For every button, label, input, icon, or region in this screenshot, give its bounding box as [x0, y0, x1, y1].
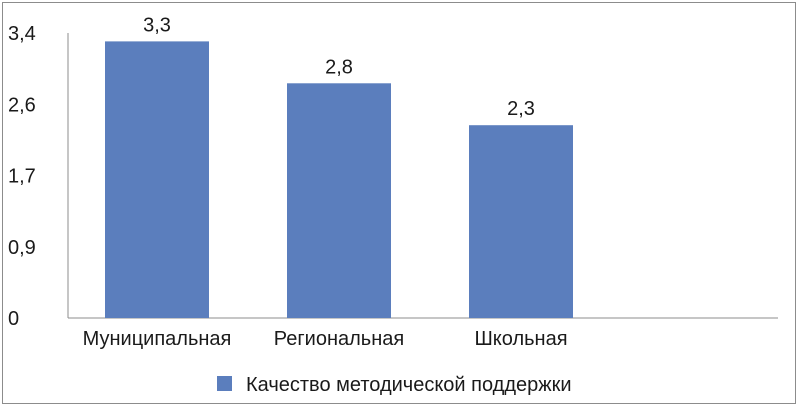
data-label: 2,3	[507, 98, 535, 120]
category-label: Муниципальная	[83, 328, 232, 350]
data-labels: 3,3 2,8 2,3	[143, 14, 535, 120]
y-tick-label: 3,4	[8, 23, 36, 45]
category-label: Региональная	[274, 328, 404, 350]
y-tick-label: 0,9	[8, 237, 36, 259]
bar	[105, 41, 209, 318]
y-tick-labels: 0 0,9 1,7 2,6 3,4	[8, 23, 36, 330]
bar	[287, 83, 391, 318]
legend: Качество методической поддержки	[217, 374, 572, 396]
category-label: Школьная	[474, 328, 567, 350]
y-tick-label: 0	[8, 308, 19, 330]
legend-swatch	[217, 376, 232, 391]
bars	[105, 41, 573, 319]
legend-label: Качество методической поддержки	[246, 374, 572, 396]
bar	[469, 125, 573, 319]
data-label: 3,3	[143, 14, 171, 36]
data-label: 2,8	[325, 56, 353, 78]
y-tick-label: 2,6	[8, 94, 36, 116]
category-labels: Муниципальная Региональная Школьная	[83, 328, 568, 350]
y-tick-label: 1,7	[8, 166, 36, 188]
